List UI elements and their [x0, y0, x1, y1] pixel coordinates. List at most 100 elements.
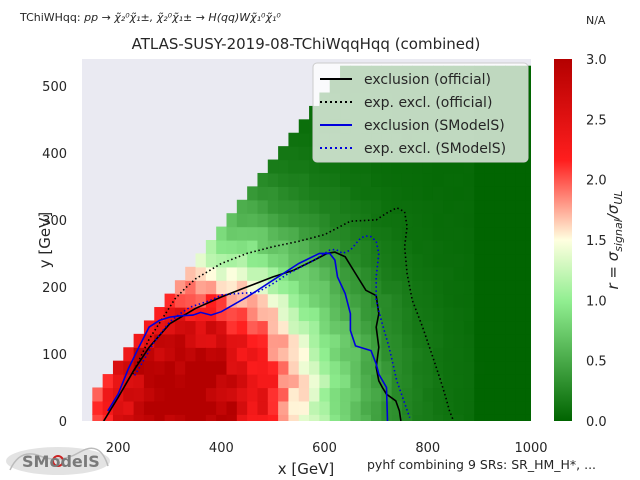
heatmap-cell — [401, 159, 413, 174]
heatmap-cell — [494, 293, 506, 308]
heatmap-cell — [278, 374, 290, 389]
heatmap-cell — [494, 320, 506, 335]
heatmap-cell — [112, 374, 124, 389]
heatmap-cell — [432, 159, 444, 174]
heatmap-cell — [422, 226, 434, 241]
heatmap-cell — [422, 253, 434, 268]
colorbar-ticks: 0.0 0.5 1.0 1.5 2.0 2.5 3.0 — [586, 53, 607, 430]
heatmap-cell — [381, 280, 393, 295]
heatmap-cell — [247, 199, 259, 214]
heatmap-cell — [319, 240, 331, 255]
heatmap-cell — [391, 400, 403, 415]
heatmap-cell — [298, 387, 310, 402]
heatmap-cell — [340, 280, 351, 295]
heatmap-cell — [381, 307, 393, 322]
na-label: N/A — [586, 14, 606, 27]
heatmap-cell — [463, 172, 475, 187]
heatmap-cell — [443, 172, 455, 187]
heatmap-cell — [164, 374, 176, 389]
heatmap-cell — [257, 400, 269, 415]
heatmap-cell — [474, 320, 486, 335]
heatmap-cell — [401, 387, 413, 402]
heatmap-cell — [247, 293, 259, 308]
heatmap-cell — [525, 400, 531, 415]
heatmap-cell — [453, 253, 465, 268]
heatmap-cell — [525, 387, 531, 402]
heatmap-cell — [494, 333, 506, 348]
heatmap-cell — [463, 360, 475, 375]
heatmap-cell — [102, 387, 114, 402]
heatmap-cell — [474, 333, 486, 348]
heatmap-cell — [226, 293, 238, 308]
contour-exclusion-official — [103, 251, 402, 421]
legend-label: exclusion (SModelS) — [364, 118, 505, 134]
heatmap-cell — [371, 400, 382, 415]
heatmap-cell — [195, 333, 207, 348]
heatmap-cell — [205, 253, 217, 268]
heatmap-cell — [371, 414, 382, 421]
legend: exclusion (official) exp. excl. (official… — [312, 62, 529, 163]
heatmap-cell — [453, 374, 465, 389]
process-description: TChiWHqq: pp → χ̃₂⁰χ̃₁±, χ̃₂⁰χ̃₁± → H(qq… — [19, 11, 281, 24]
heatmap-cell — [391, 226, 403, 241]
heatmap-cell — [391, 374, 403, 389]
heatmap-cell — [371, 172, 382, 187]
heatmap-cell — [329, 387, 341, 402]
heatmap-cell — [288, 186, 300, 201]
heatmap-cell — [432, 293, 444, 308]
heatmap-cell — [288, 213, 300, 228]
heatmap-cell — [205, 400, 217, 415]
heatmap-cell — [443, 280, 455, 295]
heatmap-cell — [143, 374, 155, 389]
heatmap-cell — [185, 293, 197, 308]
heatmap-cell — [494, 414, 506, 421]
heatmap-cell — [432, 347, 444, 362]
heatmap-cell — [154, 387, 166, 402]
heatmap-cell — [329, 186, 341, 201]
heatmap-cell — [309, 293, 321, 308]
heatmap-cell — [494, 266, 506, 281]
heatmap-cell — [288, 266, 300, 281]
heatmap-cell — [350, 253, 362, 268]
heatmap-cell — [309, 360, 321, 375]
heatmap-cell — [226, 280, 238, 295]
heatmap-cell — [133, 414, 145, 421]
heatmap-cell — [484, 333, 496, 348]
heatmap-cell — [247, 360, 259, 375]
heatmap-cell — [412, 172, 424, 187]
heatmap-cell — [443, 414, 455, 421]
heatmap-cell — [288, 293, 300, 308]
heatmap-cell — [474, 213, 486, 228]
heatmap-cell — [340, 320, 351, 335]
heatmap-cell — [505, 387, 517, 402]
heatmap-cell — [205, 240, 217, 255]
heatmap-cell — [412, 387, 424, 402]
heatmap-cell — [443, 374, 455, 389]
heatmap-cell — [381, 186, 393, 201]
heatmap-cell — [236, 280, 248, 295]
heatmap-cell — [174, 374, 186, 389]
heatmap-cell — [319, 266, 331, 281]
heatmap-cell — [494, 307, 506, 322]
heatmap-cell — [401, 293, 413, 308]
heatmap-cell — [443, 400, 455, 415]
heatmap-cell — [164, 400, 176, 415]
heatmap-cell — [350, 400, 362, 415]
heatmap-cell — [453, 280, 465, 295]
heatmap-cell — [309, 333, 321, 348]
heatmap-cell — [257, 226, 269, 241]
heatmap-cell — [350, 172, 362, 187]
heatmap-cell — [236, 226, 248, 241]
heatmap-cell — [443, 266, 455, 281]
heatmap-cell — [381, 266, 393, 281]
heatmap-cell — [505, 293, 517, 308]
heatmap-cell — [371, 374, 382, 389]
heatmap-cell — [154, 360, 166, 375]
heatmap-cell — [381, 213, 393, 228]
heatmap-cell — [143, 400, 155, 415]
heatmap-cell — [329, 293, 341, 308]
heatmap-cell — [432, 226, 444, 241]
heatmap-cell — [309, 387, 321, 402]
legend-label: exclusion (official) — [364, 72, 491, 88]
heatmap-cell — [525, 159, 531, 174]
